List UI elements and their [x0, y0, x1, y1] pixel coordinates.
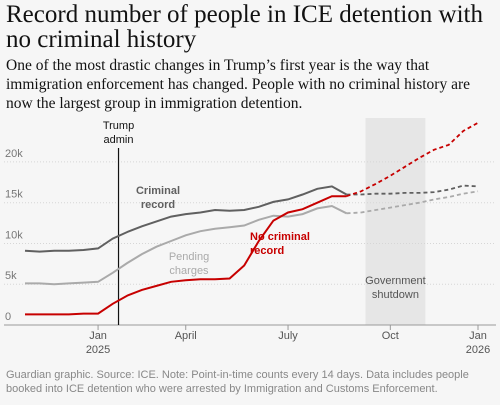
projected-line — [346, 190, 479, 215]
x-tick-label: Oct — [381, 330, 399, 342]
series-line — [25, 195, 347, 316]
series-label: No criminal record — [250, 231, 310, 257]
shutdown-label: Government shutdown — [365, 275, 426, 301]
y-tick-label: 0 — [5, 311, 11, 323]
y-tick-label: 20k — [5, 148, 23, 160]
subtitle: One of the most drastic changes in Trump… — [6, 57, 471, 112]
x-tick-label: Jan 2026 — [465, 330, 491, 356]
source-note: Guardian graphic. Source: ICE. Note: Poi… — [6, 369, 469, 395]
series-line — [24, 185, 347, 253]
x-tick-label: July — [278, 330, 298, 342]
x-tick-label: Jan 2025 — [85, 330, 111, 356]
series-label: Pending charges — [168, 251, 210, 277]
y-tick-label: 5k — [5, 270, 17, 282]
y-tick-label: 15k — [5, 189, 23, 201]
series-line — [25, 204, 347, 286]
title: Record number of people in ICE detention… — [6, 1, 483, 53]
series-label: Criminal record — [135, 185, 180, 211]
y-tick-label: 10k — [5, 229, 23, 241]
marker-label: Trump admin — [102, 120, 135, 146]
projected-line — [346, 184, 479, 196]
projected-line — [346, 122, 479, 198]
shutdown-shade — [365, 118, 426, 325]
x-tick-label: April — [174, 330, 197, 342]
